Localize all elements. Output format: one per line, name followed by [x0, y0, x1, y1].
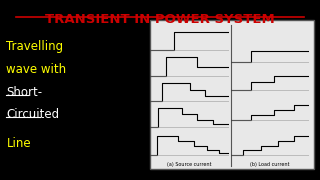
Text: Line: Line — [6, 137, 31, 150]
Bar — [150, 20, 314, 169]
Text: (a) Source current: (a) Source current — [167, 162, 212, 167]
Text: TRANSIENT IN POWER SYSTEM: TRANSIENT IN POWER SYSTEM — [45, 13, 275, 26]
Text: Short-: Short- — [6, 86, 43, 99]
Text: (b) Load current: (b) Load current — [251, 162, 290, 167]
Text: Travelling: Travelling — [6, 40, 64, 53]
Text: wave with: wave with — [6, 63, 67, 76]
Text: Circuited: Circuited — [6, 108, 60, 121]
